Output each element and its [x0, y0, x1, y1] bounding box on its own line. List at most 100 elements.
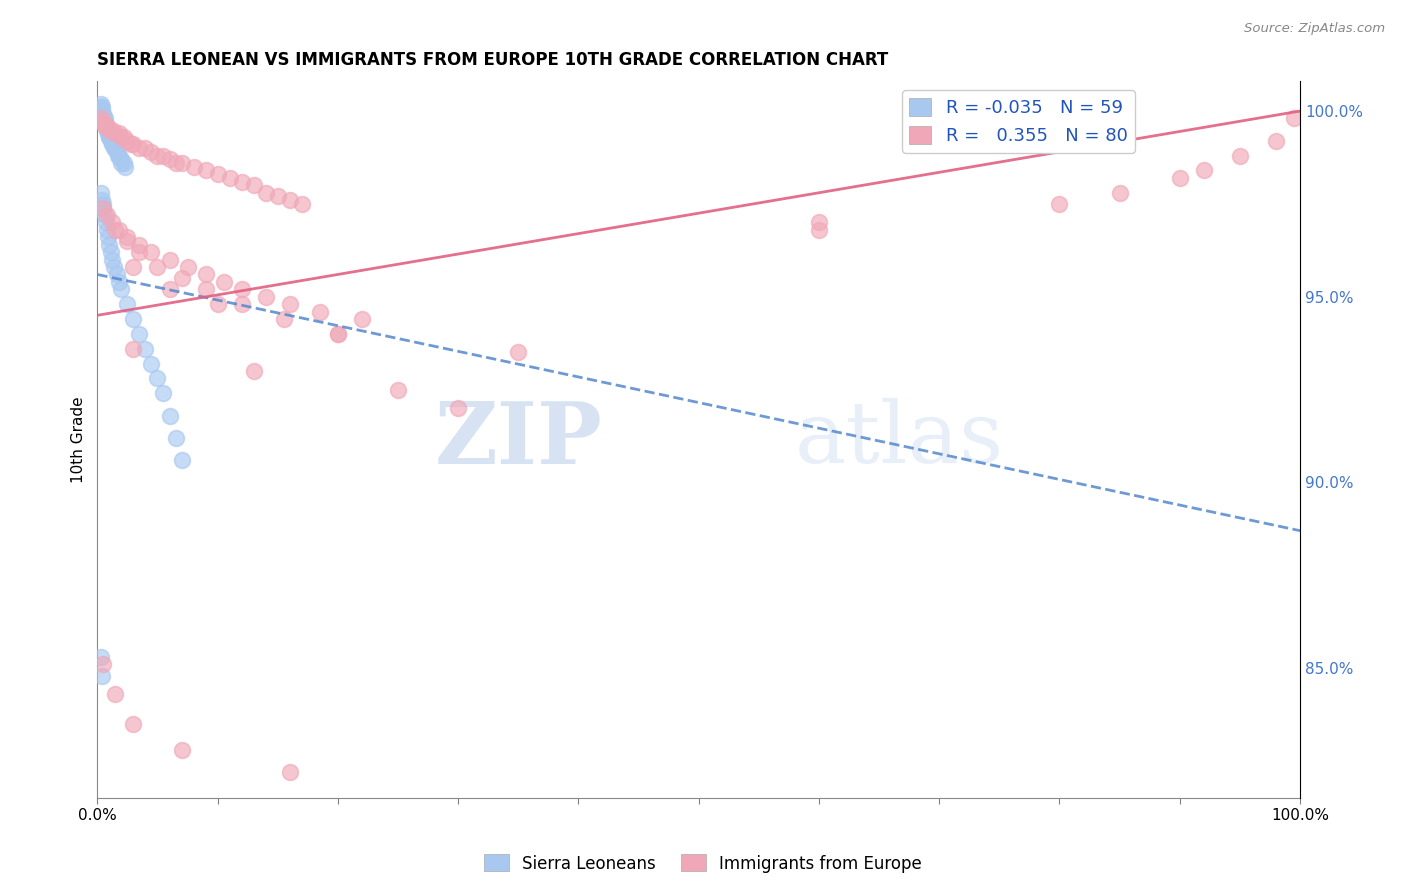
Point [194, 163, 217, 178]
Point [447, 401, 470, 416]
Point [97, 126, 120, 140]
Point [90, 96, 112, 111]
Point [194, 268, 217, 282]
Text: atlas: atlas [794, 398, 1004, 482]
Point [98, 122, 121, 136]
Point [105, 268, 128, 282]
Text: SIERRA LEONEAN VS IMMIGRANTS FROM EUROPE 10TH GRADE CORRELATION CHART: SIERRA LEONEAN VS IMMIGRANTS FROM EUROPE… [97, 51, 889, 69]
Point [159, 153, 181, 167]
Point [93, 119, 115, 133]
Point [94, 215, 117, 229]
Point [120, 137, 142, 152]
Point [176, 260, 198, 274]
Point [101, 137, 124, 152]
Point [170, 271, 193, 285]
Point [278, 765, 301, 780]
Point [128, 245, 150, 260]
Point [101, 137, 124, 152]
Point [93, 657, 115, 672]
Point [108, 223, 131, 237]
Point [1049, 197, 1071, 211]
Point [93, 115, 115, 129]
Point [110, 130, 132, 145]
Point [508, 345, 530, 359]
Point [93, 115, 115, 129]
Y-axis label: 10th Grade: 10th Grade [72, 396, 86, 483]
Point [93, 197, 115, 211]
Point [170, 156, 193, 170]
Point [90, 186, 112, 200]
Point [141, 357, 163, 371]
Point [254, 186, 277, 200]
Point [146, 371, 169, 385]
Point [170, 743, 193, 757]
Point [96, 208, 118, 222]
Point [807, 223, 830, 237]
Point [108, 126, 131, 140]
Point [242, 178, 264, 193]
Point [134, 342, 156, 356]
Point [104, 223, 127, 237]
Point [93, 108, 115, 122]
Point [1168, 170, 1191, 185]
Point [107, 148, 129, 162]
Point [170, 453, 193, 467]
Point [326, 326, 349, 341]
Point [141, 145, 163, 159]
Point [1108, 186, 1130, 200]
Point [98, 130, 121, 145]
Point [128, 141, 150, 155]
Point [100, 245, 122, 260]
Point [134, 141, 156, 155]
Point [128, 237, 150, 252]
Point [231, 282, 253, 296]
Point [112, 156, 135, 170]
Point [207, 297, 229, 311]
Point [91, 193, 114, 207]
Point [807, 215, 830, 229]
Point [110, 282, 132, 296]
Point [146, 260, 169, 274]
Point [96, 122, 118, 136]
Point [117, 230, 139, 244]
Point [96, 223, 118, 237]
Point [387, 383, 409, 397]
Point [101, 252, 124, 267]
Point [93, 112, 115, 126]
Point [117, 234, 139, 248]
Point [152, 386, 174, 401]
Point [101, 134, 124, 148]
Point [97, 126, 120, 140]
Point [231, 175, 253, 189]
Point [91, 104, 114, 119]
Point [94, 119, 117, 133]
Point [1265, 134, 1288, 148]
Point [159, 282, 181, 296]
Point [91, 100, 114, 114]
Point [165, 431, 187, 445]
Point [90, 649, 112, 664]
Point [117, 134, 139, 148]
Legend: Sierra Leoneans, Immigrants from Europe: Sierra Leoneans, Immigrants from Europe [477, 847, 929, 880]
Point [91, 115, 114, 129]
Point [141, 245, 163, 260]
Point [114, 160, 136, 174]
Point [122, 312, 145, 326]
Point [108, 148, 131, 162]
Point [110, 153, 132, 167]
Point [93, 208, 115, 222]
Point [273, 312, 295, 326]
Point [1192, 163, 1215, 178]
Point [326, 326, 349, 341]
Point [122, 342, 145, 356]
Point [93, 112, 115, 126]
Point [165, 156, 187, 170]
Point [93, 108, 115, 122]
Point [152, 148, 174, 162]
Point [183, 160, 205, 174]
Point [93, 201, 115, 215]
Point [100, 134, 122, 148]
Point [96, 119, 118, 133]
Point [278, 193, 301, 207]
Point [267, 189, 290, 203]
